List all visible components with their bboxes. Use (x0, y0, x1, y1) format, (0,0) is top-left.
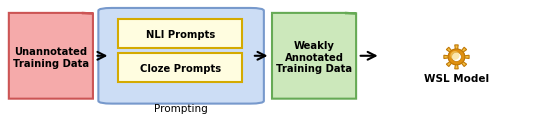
Text: Weakly
Annotated
Training Data: Weakly Annotated Training Data (276, 41, 353, 74)
Polygon shape (448, 50, 465, 65)
Polygon shape (444, 46, 469, 69)
Text: Cloze Prompts: Cloze Prompts (140, 63, 221, 73)
FancyBboxPatch shape (119, 54, 242, 82)
Polygon shape (9, 14, 93, 99)
Text: Unannotated
Training Data: Unannotated Training Data (13, 47, 89, 68)
Text: WSL Model: WSL Model (424, 74, 489, 84)
Polygon shape (452, 53, 461, 62)
FancyBboxPatch shape (119, 20, 242, 49)
Text: Prompting: Prompting (154, 103, 208, 113)
FancyBboxPatch shape (98, 9, 264, 104)
Polygon shape (272, 14, 356, 99)
Polygon shape (450, 52, 460, 60)
Text: NLI Prompts: NLI Prompts (146, 29, 215, 39)
